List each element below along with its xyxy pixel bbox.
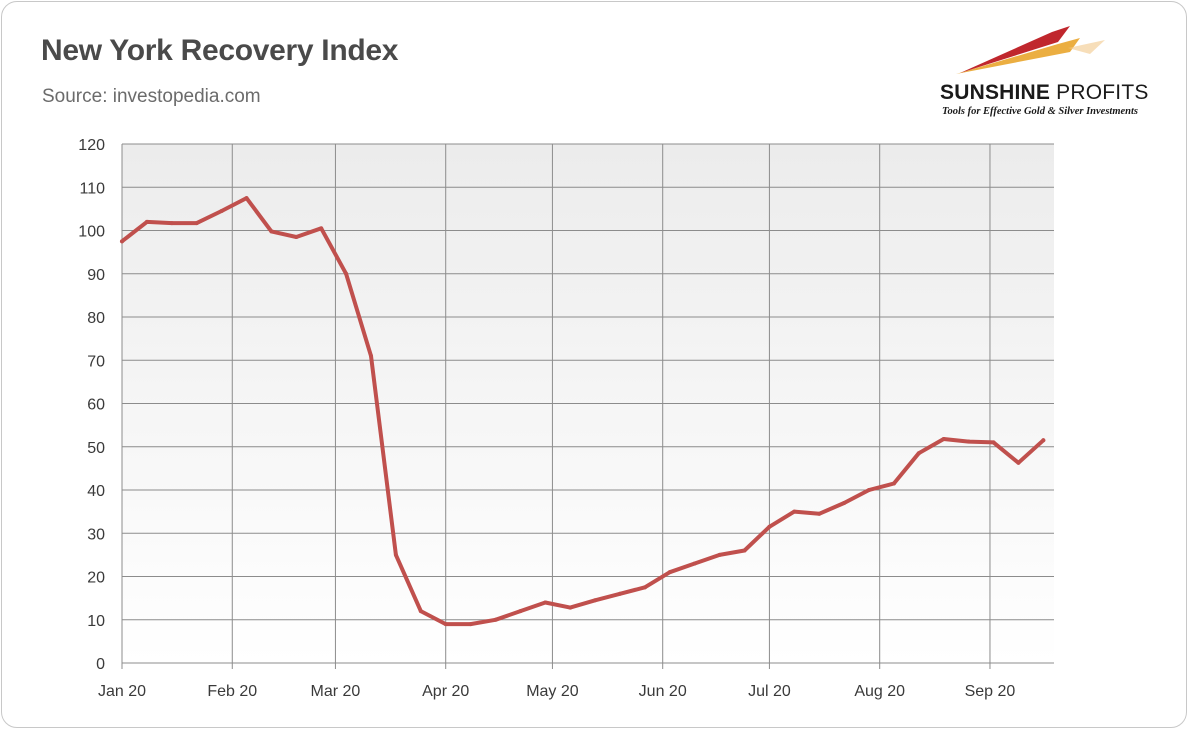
data-point xyxy=(692,561,697,566)
logo-stripe-gold xyxy=(956,38,1080,74)
chart-source: Source: investopedia.com xyxy=(42,86,261,107)
x-tick-label: May 20 xyxy=(526,683,579,700)
logo-name-light: PROFITS xyxy=(1050,81,1149,104)
x-tick-label: Apr 20 xyxy=(422,683,469,700)
data-point xyxy=(369,353,374,358)
y-tick-label: 80 xyxy=(87,310,105,327)
x-tick-label: Mar 20 xyxy=(311,683,361,700)
x-tick-label: Sep 20 xyxy=(965,683,1016,700)
data-point xyxy=(991,440,996,445)
y-tick-label: 100 xyxy=(78,224,105,241)
x-tick-label: Jun 20 xyxy=(639,683,687,700)
data-point xyxy=(817,511,822,516)
x-tick-label: Jan 20 xyxy=(98,683,146,700)
data-point xyxy=(144,219,149,224)
series-group xyxy=(120,196,1046,627)
data-point xyxy=(717,552,722,557)
data-point xyxy=(742,548,747,553)
x-tick-label: Aug 20 xyxy=(854,683,905,700)
sunshine-profits-logo: SUNSHINE PROFITS Tools for Effective Gol… xyxy=(930,18,1170,123)
data-point xyxy=(443,622,448,627)
data-point xyxy=(867,488,872,492)
data-point xyxy=(593,598,598,603)
y-tick-label: 40 xyxy=(87,483,105,500)
data-point xyxy=(1016,460,1021,465)
x-axis-labels: Jan 20 Feb 20 Mar 20 Apr 20 May 20 Jun 20 Jul … xyxy=(98,683,1015,700)
y-tick-label: 10 xyxy=(87,613,105,630)
data-point xyxy=(543,600,548,605)
data-point xyxy=(891,481,896,486)
logo-stripe-red xyxy=(960,26,1070,73)
data-point xyxy=(842,500,847,505)
data-point xyxy=(169,221,174,226)
data-point xyxy=(418,609,423,614)
y-tick-label: 50 xyxy=(87,440,105,457)
data-point xyxy=(941,436,946,441)
data-point xyxy=(518,609,523,614)
data-point xyxy=(767,524,772,529)
data-point xyxy=(219,209,224,214)
data-point xyxy=(344,271,349,276)
y-tick-label: 30 xyxy=(87,526,105,543)
y-tick-label: 20 xyxy=(87,570,105,587)
series-line xyxy=(120,196,1046,627)
logo-tagline: Tools for Effective Gold & Silver Invest… xyxy=(942,106,1138,117)
data-point xyxy=(667,570,672,575)
data-point xyxy=(468,622,473,627)
logo-name-bold: SUNSHINE xyxy=(940,81,1051,104)
y-tick-label: 60 xyxy=(87,397,105,414)
data-point xyxy=(194,221,199,226)
data-point xyxy=(493,617,498,622)
y-axis-labels: 0 10 20 30 40 50 60 70 80 90 100 110 120 xyxy=(78,137,105,673)
data-point xyxy=(618,591,623,596)
logo-arrow-icon xyxy=(956,26,1105,74)
logo-name: SUNSHINE PROFITS xyxy=(940,81,1149,105)
y-tick-label: 70 xyxy=(87,353,105,370)
y-gridlines xyxy=(122,143,1054,664)
data-point xyxy=(792,509,797,514)
data-point xyxy=(966,439,971,444)
logo-stripe-faint xyxy=(1068,40,1105,54)
y-tick-label: 120 xyxy=(78,137,105,154)
y-tick-label: 90 xyxy=(87,267,105,284)
data-point xyxy=(393,552,398,557)
data-point xyxy=(1041,438,1046,443)
data-point xyxy=(244,196,249,201)
x-tick-label: Jul 20 xyxy=(748,683,791,700)
data-point xyxy=(294,234,299,239)
x-tick-label: Feb 20 xyxy=(207,683,257,700)
y-tick-label: 110 xyxy=(79,180,105,197)
data-point xyxy=(269,229,274,234)
chart-title: New York Recovery Index xyxy=(41,34,399,67)
data-point xyxy=(120,239,124,244)
data-point xyxy=(319,226,324,231)
data-point xyxy=(642,585,647,590)
data-point xyxy=(568,605,573,610)
axis-lines xyxy=(121,144,1054,664)
y-tick-label: 0 xyxy=(96,656,105,673)
data-point xyxy=(916,451,921,456)
